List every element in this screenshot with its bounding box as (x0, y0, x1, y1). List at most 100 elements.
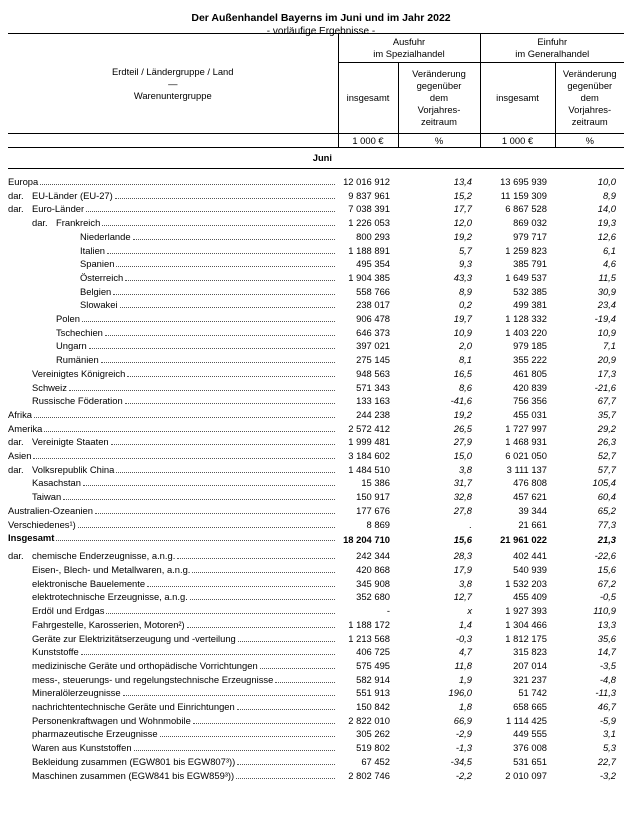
value-cell: 376 008 (513, 742, 547, 754)
table-row: Belgien 558 766 8,9 532 385 30,9 (8, 285, 624, 299)
value-cell: 355 222 (513, 354, 547, 366)
row-label: Belgien (8, 285, 338, 299)
row-name: Waren aus Kunststoffen (32, 742, 132, 754)
value-cell: 67 452 (361, 755, 390, 767)
value-cell: 352 680 (356, 591, 390, 603)
blank (8, 133, 338, 148)
leader (116, 266, 335, 268)
table-row: Bekleidung zusammen (EGW801 bis EGW807³)… (8, 755, 624, 769)
leader (127, 375, 335, 377)
row-prefix: dar. (8, 436, 24, 448)
value-cell: 3 111 137 (506, 463, 547, 475)
change-cell: 26,5 (453, 422, 472, 434)
row-name: chemische Enderzeugnisse, a.n.g. (32, 550, 176, 562)
value-cell: 21 961 022 (500, 534, 547, 546)
change-cell: 10,9 (453, 326, 472, 338)
change-cell: -22,6 (594, 550, 617, 562)
row-label: Polen (8, 312, 338, 326)
leader (63, 499, 335, 501)
leader (83, 485, 335, 487)
row-name: Frankreich (56, 217, 101, 229)
column-line: gegenüber (567, 80, 613, 91)
row-name: Mineralölerzeugnisse (32, 687, 121, 699)
leader (133, 750, 335, 752)
value-cell: 51 742 (518, 687, 547, 699)
change-cell: 30,9 (597, 285, 617, 297)
row-name: Afrika (8, 408, 32, 420)
value-cell: 1 904 385 (348, 271, 390, 283)
row-label: dar. Frankreich (8, 216, 338, 230)
value-cell: 397 021 (356, 340, 390, 352)
row-label: Maschinen zusammen (EGW841 bis EGW859³)) (8, 769, 338, 783)
row-label: pharmazeutische Erzeugnisse (8, 727, 338, 741)
table-row: dar. Frankreich 1 226 053 12,0 869 032 19,3 (8, 216, 624, 230)
value-cell: 315 823 (513, 646, 547, 658)
row-name: Kunststoffe (32, 646, 79, 658)
value-cell: 449 555 (513, 728, 547, 740)
value-cell: 457 621 (513, 491, 547, 503)
value-cell: 1 213 568 (348, 632, 390, 644)
header: Der Außenhandel Bayerns im Juni und im J… (0, 0, 642, 37)
value-cell: 551 913 (356, 687, 390, 699)
change-cell: 23,4 (597, 299, 617, 311)
change-cell: 52,7 (597, 450, 617, 462)
row-label: Taiwan (8, 490, 338, 504)
change-cell: 17,9 (453, 563, 472, 575)
value-cell: 1 927 393 (505, 605, 547, 617)
value-cell: 150 842 (356, 701, 390, 713)
leader (44, 430, 335, 432)
row-label: mess-, steuerungs- und regelungstechnisc… (8, 673, 338, 687)
row-name: Tschechien (56, 326, 103, 338)
change-cell: . (469, 518, 472, 530)
value-cell: 238 017 (356, 299, 390, 311)
change-cell: 15,6 (453, 534, 472, 546)
value-cell: 575 495 (356, 659, 390, 671)
row-name: medizinische Geräte und orthopädische Vo… (32, 659, 258, 671)
row-label: dar. chemische Enderzeugnisse, a.n.g. (8, 549, 338, 563)
leader (236, 709, 335, 711)
table-row: Tschechien 646 373 10,9 1 403 220 10,9 (8, 326, 624, 340)
value-cell: 12 016 912 (343, 176, 390, 187)
row-name: Verschiedenes¹) (8, 518, 76, 530)
change-cell: 8,9 (458, 285, 472, 297)
value-cell: 402 441 (513, 550, 547, 562)
column-header: insgesamt (479, 62, 555, 134)
leader (122, 695, 335, 697)
change-cell: 3,8 (458, 577, 472, 589)
value-cell: 207 014 (513, 659, 547, 671)
leader (236, 777, 335, 779)
row-name: Polen (56, 313, 80, 325)
row-label: Personenkraftwagen und Wohnmobile (8, 714, 338, 728)
row-name: Italien (80, 244, 106, 256)
change-cell: 65,2 (597, 504, 617, 516)
change-cell: 105,4 (592, 477, 617, 489)
table-row: Waren aus Kunststoffen 519 802 -1,3 376 008… (8, 741, 624, 755)
row-name: Fahrgestelle, Karosserien, Motoren²) (32, 618, 185, 630)
change-cell: 12,0 (453, 217, 472, 229)
change-cell: 46,7 (597, 701, 617, 713)
leader (177, 558, 335, 560)
row-label: Fahrgestelle, Karosserien, Motoren²) (8, 618, 338, 632)
change-cell: 20,9 (597, 354, 617, 366)
value-cell: 531 651 (513, 755, 547, 767)
change-cell: 8,1 (458, 354, 472, 366)
stub-line: — (168, 77, 178, 89)
value-cell: 499 381 (513, 299, 547, 311)
row-prefix: dar. (32, 217, 48, 229)
row-label: elektronische Bauelemente (8, 577, 338, 591)
value-cell: 979 185 (513, 340, 547, 352)
row-label: Vereinigtes Königreich (8, 367, 338, 381)
table-header: Erdteil / Ländergruppe / Land — Warenunt… (8, 33, 625, 148)
table-row: Amerika 2 572 412 26,5 1 727 997 29,2 (8, 422, 624, 436)
row-name: elektrotechnische Erzeugnisse, a.n.g. (32, 591, 188, 603)
table-row: Maschinen zusammen (EGW841 bis EGW859³))… (8, 769, 624, 783)
change-cell: x (467, 605, 472, 617)
change-cell: 0,2 (458, 299, 472, 311)
table-row: Mineralölerzeugnisse 551 913 196,0 51 742 -1… (8, 686, 624, 700)
change-cell: -2,9 (455, 728, 472, 740)
change-cell: 27,8 (453, 504, 472, 516)
table-row: elektronische Bauelemente 345 908 3,8 1 532… (8, 577, 624, 591)
row-name: Geräte zur Elektrizitätserzeugung und -v… (32, 632, 236, 644)
row-name: pharmazeutische Erzeugnisse (32, 728, 158, 740)
group-header: Ausfuhr im Spezialhandel (337, 33, 480, 63)
